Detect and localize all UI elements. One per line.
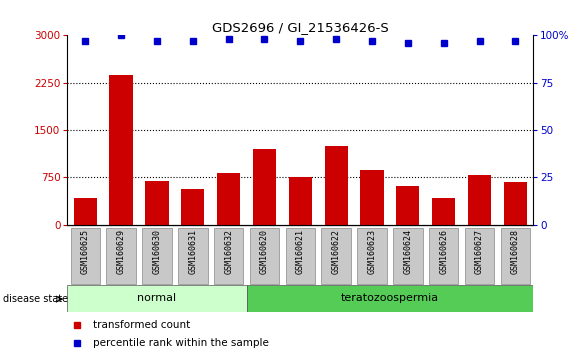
Bar	[432, 198, 455, 225]
Text: GSM160629: GSM160629	[117, 229, 125, 274]
Text: GSM160626: GSM160626	[439, 229, 448, 274]
FancyBboxPatch shape	[178, 228, 207, 284]
FancyBboxPatch shape	[285, 228, 315, 284]
Text: transformed count: transformed count	[93, 320, 190, 330]
FancyBboxPatch shape	[500, 228, 530, 284]
Title: GDS2696 / GI_21536426-S: GDS2696 / GI_21536426-S	[212, 21, 389, 34]
FancyBboxPatch shape	[214, 228, 243, 284]
Text: GSM160625: GSM160625	[81, 229, 90, 274]
FancyBboxPatch shape	[357, 228, 387, 284]
Text: GSM160621: GSM160621	[296, 229, 305, 274]
Text: GSM160630: GSM160630	[152, 229, 162, 274]
Bar	[181, 189, 205, 225]
Text: GSM160623: GSM160623	[367, 229, 376, 274]
FancyBboxPatch shape	[107, 228, 136, 284]
Bar	[110, 75, 133, 225]
Bar	[360, 170, 384, 225]
FancyBboxPatch shape	[247, 285, 533, 312]
FancyBboxPatch shape	[393, 228, 423, 284]
Text: GSM160622: GSM160622	[332, 229, 340, 274]
FancyBboxPatch shape	[465, 228, 494, 284]
Text: percentile rank within the sample: percentile rank within the sample	[93, 338, 269, 348]
FancyBboxPatch shape	[67, 285, 247, 312]
FancyBboxPatch shape	[71, 228, 100, 284]
Bar	[217, 173, 240, 225]
Text: GSM160620: GSM160620	[260, 229, 269, 274]
Bar	[145, 181, 169, 225]
FancyBboxPatch shape	[322, 228, 351, 284]
FancyBboxPatch shape	[142, 228, 172, 284]
Text: normal: normal	[138, 293, 176, 303]
FancyBboxPatch shape	[429, 228, 458, 284]
Text: disease state: disease state	[3, 294, 68, 304]
Text: GSM160627: GSM160627	[475, 229, 484, 274]
Bar	[289, 177, 312, 225]
Text: GSM160624: GSM160624	[403, 229, 413, 274]
Text: GSM160628: GSM160628	[511, 229, 520, 274]
Bar	[468, 175, 491, 225]
Text: GSM160632: GSM160632	[224, 229, 233, 274]
Bar	[396, 186, 420, 225]
Bar	[504, 183, 527, 225]
Text: GSM160631: GSM160631	[188, 229, 197, 274]
Bar	[74, 198, 97, 225]
Bar	[325, 146, 348, 225]
FancyBboxPatch shape	[250, 228, 279, 284]
Text: teratozoospermia: teratozoospermia	[341, 293, 439, 303]
Bar	[253, 149, 276, 225]
